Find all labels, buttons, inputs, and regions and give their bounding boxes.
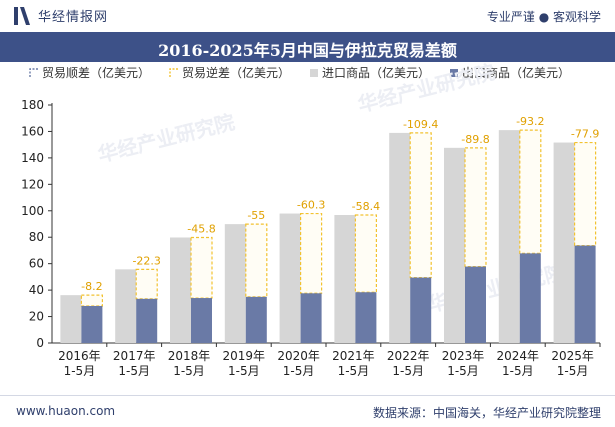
legend-label: 贸易逆差（亿美元） (182, 65, 290, 80)
footer-source: 数据来源：中国海关，华经产业研究院整理 (372, 406, 601, 420)
x-tick-label: 1-5月 (502, 364, 534, 378)
tagline-dot-icon: ● (538, 10, 553, 24)
export-bar (300, 293, 322, 343)
deficit-bar (80, 294, 104, 307)
x-tick-label: 1-5月 (173, 364, 205, 378)
import-bar (60, 295, 82, 343)
import-bar (498, 130, 520, 343)
chart-title: 2016-2025年5月中国与伊拉克贸易差额 (158, 41, 457, 60)
x-tick-label: 1-5月 (392, 364, 424, 378)
deficit-bar (354, 214, 377, 293)
legend-swatch-icon (169, 68, 178, 77)
deficit-bar (573, 141, 597, 247)
legend-swatch-icon (450, 69, 458, 77)
export-bar (355, 292, 377, 343)
legend-swatch-icon (29, 68, 38, 77)
import-bar (170, 237, 191, 343)
export-bar (191, 298, 212, 343)
legend-label: 贸易顺差（亿美元） (42, 65, 150, 80)
y-tick-label: 100 (21, 204, 44, 218)
legend-swatch-icon (310, 69, 318, 77)
x-tick-label: 2024年 (497, 349, 540, 363)
x-tick-label: 2025年 (551, 349, 594, 363)
y-tick-label: 20 (29, 310, 44, 324)
x-tick-label: 1-5月 (64, 364, 96, 378)
legend-label: 进口商品（亿美元） (322, 65, 430, 80)
brand-name: 华经情报网 (38, 10, 109, 25)
x-tick-label: 2023年 (442, 349, 485, 363)
y-tick-label: 80 (29, 230, 44, 244)
import-bar (553, 142, 575, 343)
x-tick-label: 1-5月 (557, 364, 589, 378)
deficit-data-label: -58.4 (352, 200, 380, 213)
x-tick-label: 1-5月 (228, 364, 260, 378)
footer-divider (0, 395, 615, 396)
chart: 贸易顺差（亿美元） 贸易逆差（亿美元） 进口商品（亿美元） 出口商品（亿美元） 华经产… (21, 62, 601, 378)
import-bar (444, 147, 465, 343)
y-tick-label: 0 (36, 336, 44, 350)
huajing-logo-icon (14, 6, 30, 25)
legend: 贸易顺差（亿美元） 贸易逆差（亿美元） 进口商品（亿美元） 出口商品（亿美元） (29, 65, 570, 80)
export-bar (136, 298, 158, 343)
deficit-data-label: -8.2 (81, 280, 102, 293)
x-tick-label: 2020年 (277, 349, 320, 363)
export-bar (519, 253, 541, 343)
deficit-data-label: -89.8 (461, 133, 489, 146)
export-bar (81, 305, 103, 343)
deficit-data-label: -22.3 (132, 254, 160, 267)
watermark-text: 华经产业研究院 (95, 110, 237, 167)
brand[interactable]: 华经情报网 (14, 6, 108, 25)
y-tick-label: 120 (21, 177, 44, 191)
export-bar (410, 277, 432, 343)
tagline-right: 客观科学 (552, 10, 601, 24)
x-tick-label: 2021年 (332, 349, 375, 363)
import-bar (224, 224, 246, 343)
deficit-bar (409, 132, 432, 279)
deficit-bar (300, 212, 323, 294)
x-tick-label: 2019年 (223, 349, 266, 363)
deficit-data-label: -77.9 (571, 128, 599, 141)
import-bar (115, 269, 137, 343)
x-tick-label: 2018年 (168, 349, 211, 363)
x-tick-label: 2017年 (113, 349, 156, 363)
title-band: 2016-2025年5月中国与伊拉克贸易差额 (0, 32, 615, 62)
deficit-bar (464, 147, 487, 268)
deficit-data-label: -45.8 (187, 222, 215, 235)
export-bar (245, 296, 267, 343)
import-bar (279, 213, 301, 343)
legend-label: 出口商品（亿美元） (462, 65, 570, 80)
deficit-bar (245, 223, 268, 298)
x-tick-label: 1-5月 (338, 364, 370, 378)
tagline-left: 专业严谨 (486, 10, 535, 24)
x-tick-label: 2022年 (387, 349, 430, 363)
export-bar (465, 266, 486, 343)
y-tick-label: 180 (21, 98, 44, 112)
y-tick-label: 40 (29, 283, 44, 297)
deficit-data-label: -93.2 (516, 115, 544, 128)
deficit-bar (190, 236, 213, 299)
x-tick-label: 2016年 (58, 349, 101, 363)
deficit-bar (135, 268, 158, 300)
deficit-data-label: -109.4 (403, 118, 438, 131)
y-tick-label: 140 (21, 151, 44, 165)
deficit-data-label: -60.3 (297, 199, 325, 212)
deficit-data-label: -55 (247, 209, 265, 222)
top-bar: 华经情报网 专业严谨 ● 客观科学 (0, 0, 615, 32)
import-bar (389, 132, 411, 343)
x-tick-label: 1-5月 (447, 364, 479, 378)
deficit-bar (519, 129, 542, 254)
export-bar (574, 245, 596, 343)
x-tick-label: 1-5月 (283, 364, 315, 378)
tagline: 专业严谨 ● 客观科学 (487, 8, 601, 25)
labels: -8.22016年1-5月-22.32017年1-5月-45.82018年1-5… (58, 115, 599, 378)
y-tick-label: 60 (29, 257, 44, 271)
footer (0, 395, 615, 427)
bars (60, 129, 597, 343)
footer-url[interactable]: www.huaon.com (16, 404, 116, 418)
x-tick-label: 1-5月 (118, 364, 150, 378)
import-bar (334, 215, 356, 343)
y-tick-label: 160 (21, 124, 44, 138)
